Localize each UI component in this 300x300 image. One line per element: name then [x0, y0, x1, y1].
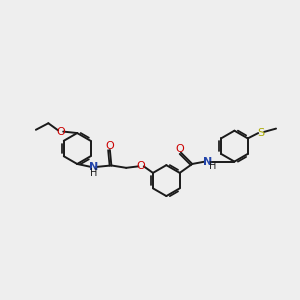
- Text: O: O: [175, 144, 184, 154]
- Text: H: H: [90, 169, 98, 178]
- Text: N: N: [89, 162, 98, 172]
- Text: H: H: [209, 161, 217, 171]
- Text: S: S: [258, 128, 265, 138]
- Text: O: O: [56, 127, 65, 136]
- Text: O: O: [137, 161, 146, 171]
- Text: N: N: [203, 157, 212, 166]
- Text: O: O: [106, 141, 114, 151]
